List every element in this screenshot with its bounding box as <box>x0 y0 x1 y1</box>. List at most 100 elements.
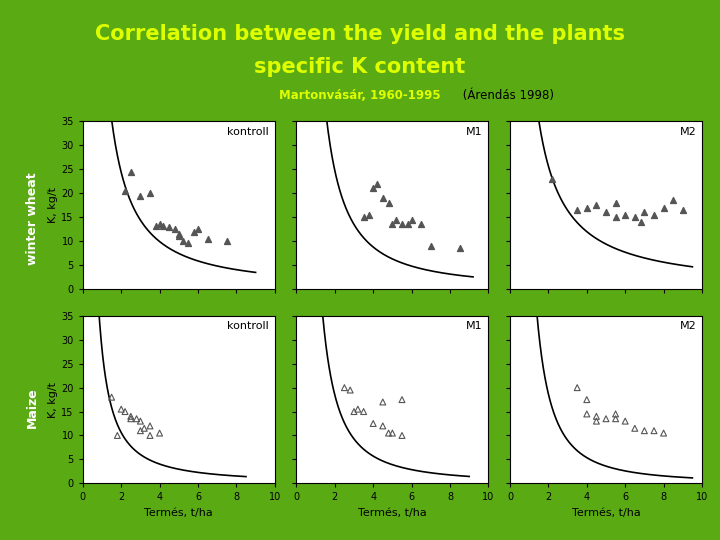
Point <box>629 424 641 433</box>
Point <box>396 431 408 440</box>
Text: kontroll: kontroll <box>228 126 269 137</box>
Point <box>125 412 137 421</box>
Text: (Árendás 1998): (Árendás 1998) <box>459 89 554 102</box>
Point <box>406 215 418 224</box>
Point <box>338 383 350 392</box>
Point <box>358 407 369 416</box>
Point <box>189 227 200 236</box>
Point <box>546 174 558 183</box>
Point <box>183 239 194 248</box>
Point <box>131 414 143 423</box>
Point <box>581 395 593 404</box>
Point <box>352 405 364 414</box>
Point <box>163 222 175 231</box>
Point <box>658 203 670 212</box>
Text: M2: M2 <box>680 321 696 331</box>
Point <box>619 417 631 426</box>
Point <box>221 237 233 245</box>
Point <box>635 218 647 226</box>
Point <box>377 422 389 430</box>
Point <box>372 179 383 188</box>
Point <box>454 244 465 253</box>
X-axis label: Termés, t/ha: Termés, t/ha <box>145 508 213 518</box>
Text: winter wheat: winter wheat <box>26 172 39 265</box>
Point <box>387 429 398 437</box>
Point <box>572 206 583 214</box>
Point <box>115 405 127 414</box>
Point <box>402 220 413 228</box>
Point <box>581 203 593 212</box>
Point <box>600 208 612 217</box>
Text: M1: M1 <box>466 321 482 331</box>
Point <box>144 422 156 430</box>
Point <box>120 407 131 416</box>
Text: M2: M2 <box>680 126 696 137</box>
Point <box>667 196 679 205</box>
Point <box>396 220 408 228</box>
Point <box>590 417 602 426</box>
Point <box>154 220 166 228</box>
Point <box>572 383 583 392</box>
Point <box>173 232 184 241</box>
Point <box>415 220 427 228</box>
Point <box>390 215 402 224</box>
Point <box>169 225 181 233</box>
Text: Maize: Maize <box>26 387 39 428</box>
Point <box>610 213 621 221</box>
Point <box>377 194 389 202</box>
Point <box>135 191 146 200</box>
Point <box>610 414 621 423</box>
Text: M1: M1 <box>466 126 482 137</box>
Text: Correlation between the yield and the plants: Correlation between the yield and the pl… <box>95 24 625 44</box>
Point <box>590 412 602 421</box>
Point <box>648 427 660 435</box>
Point <box>158 221 169 230</box>
Point <box>600 414 612 423</box>
Point <box>383 199 395 207</box>
Point <box>192 225 204 233</box>
Point <box>619 211 631 219</box>
Point <box>150 221 161 230</box>
Point <box>648 211 660 219</box>
Point <box>677 206 688 214</box>
Point <box>202 234 213 243</box>
Point <box>125 414 137 423</box>
Point <box>639 427 650 435</box>
Point <box>154 429 166 437</box>
Point <box>344 386 356 394</box>
Point <box>138 424 150 433</box>
Point <box>383 429 395 437</box>
Point <box>581 410 593 418</box>
Text: Martonvásár, 1960-1995: Martonvásár, 1960-1995 <box>279 89 441 102</box>
Point <box>112 431 123 440</box>
Point <box>144 431 156 440</box>
Point <box>367 184 379 193</box>
Point <box>144 189 156 198</box>
Text: specific K content: specific K content <box>254 57 466 77</box>
Point <box>367 419 379 428</box>
Point <box>177 237 189 245</box>
Point <box>387 220 398 228</box>
Y-axis label: K, kg/t: K, kg/t <box>48 382 58 417</box>
Point <box>658 429 670 437</box>
Point <box>120 186 131 195</box>
Point <box>135 417 146 426</box>
Point <box>106 393 117 402</box>
Y-axis label: K, kg/t: K, kg/t <box>48 187 58 223</box>
Point <box>364 211 375 219</box>
Point <box>629 213 641 221</box>
Point <box>173 230 184 238</box>
Text: kontroll: kontroll <box>228 321 269 331</box>
Point <box>396 395 408 404</box>
X-axis label: Termés, t/ha: Termés, t/ha <box>572 508 640 518</box>
Point <box>348 407 360 416</box>
Point <box>425 241 436 250</box>
Point <box>610 199 621 207</box>
Point <box>377 397 389 406</box>
Point <box>590 201 602 210</box>
Point <box>610 410 621 418</box>
Point <box>125 167 137 176</box>
Point <box>639 208 650 217</box>
Point <box>135 427 146 435</box>
Point <box>358 213 369 221</box>
